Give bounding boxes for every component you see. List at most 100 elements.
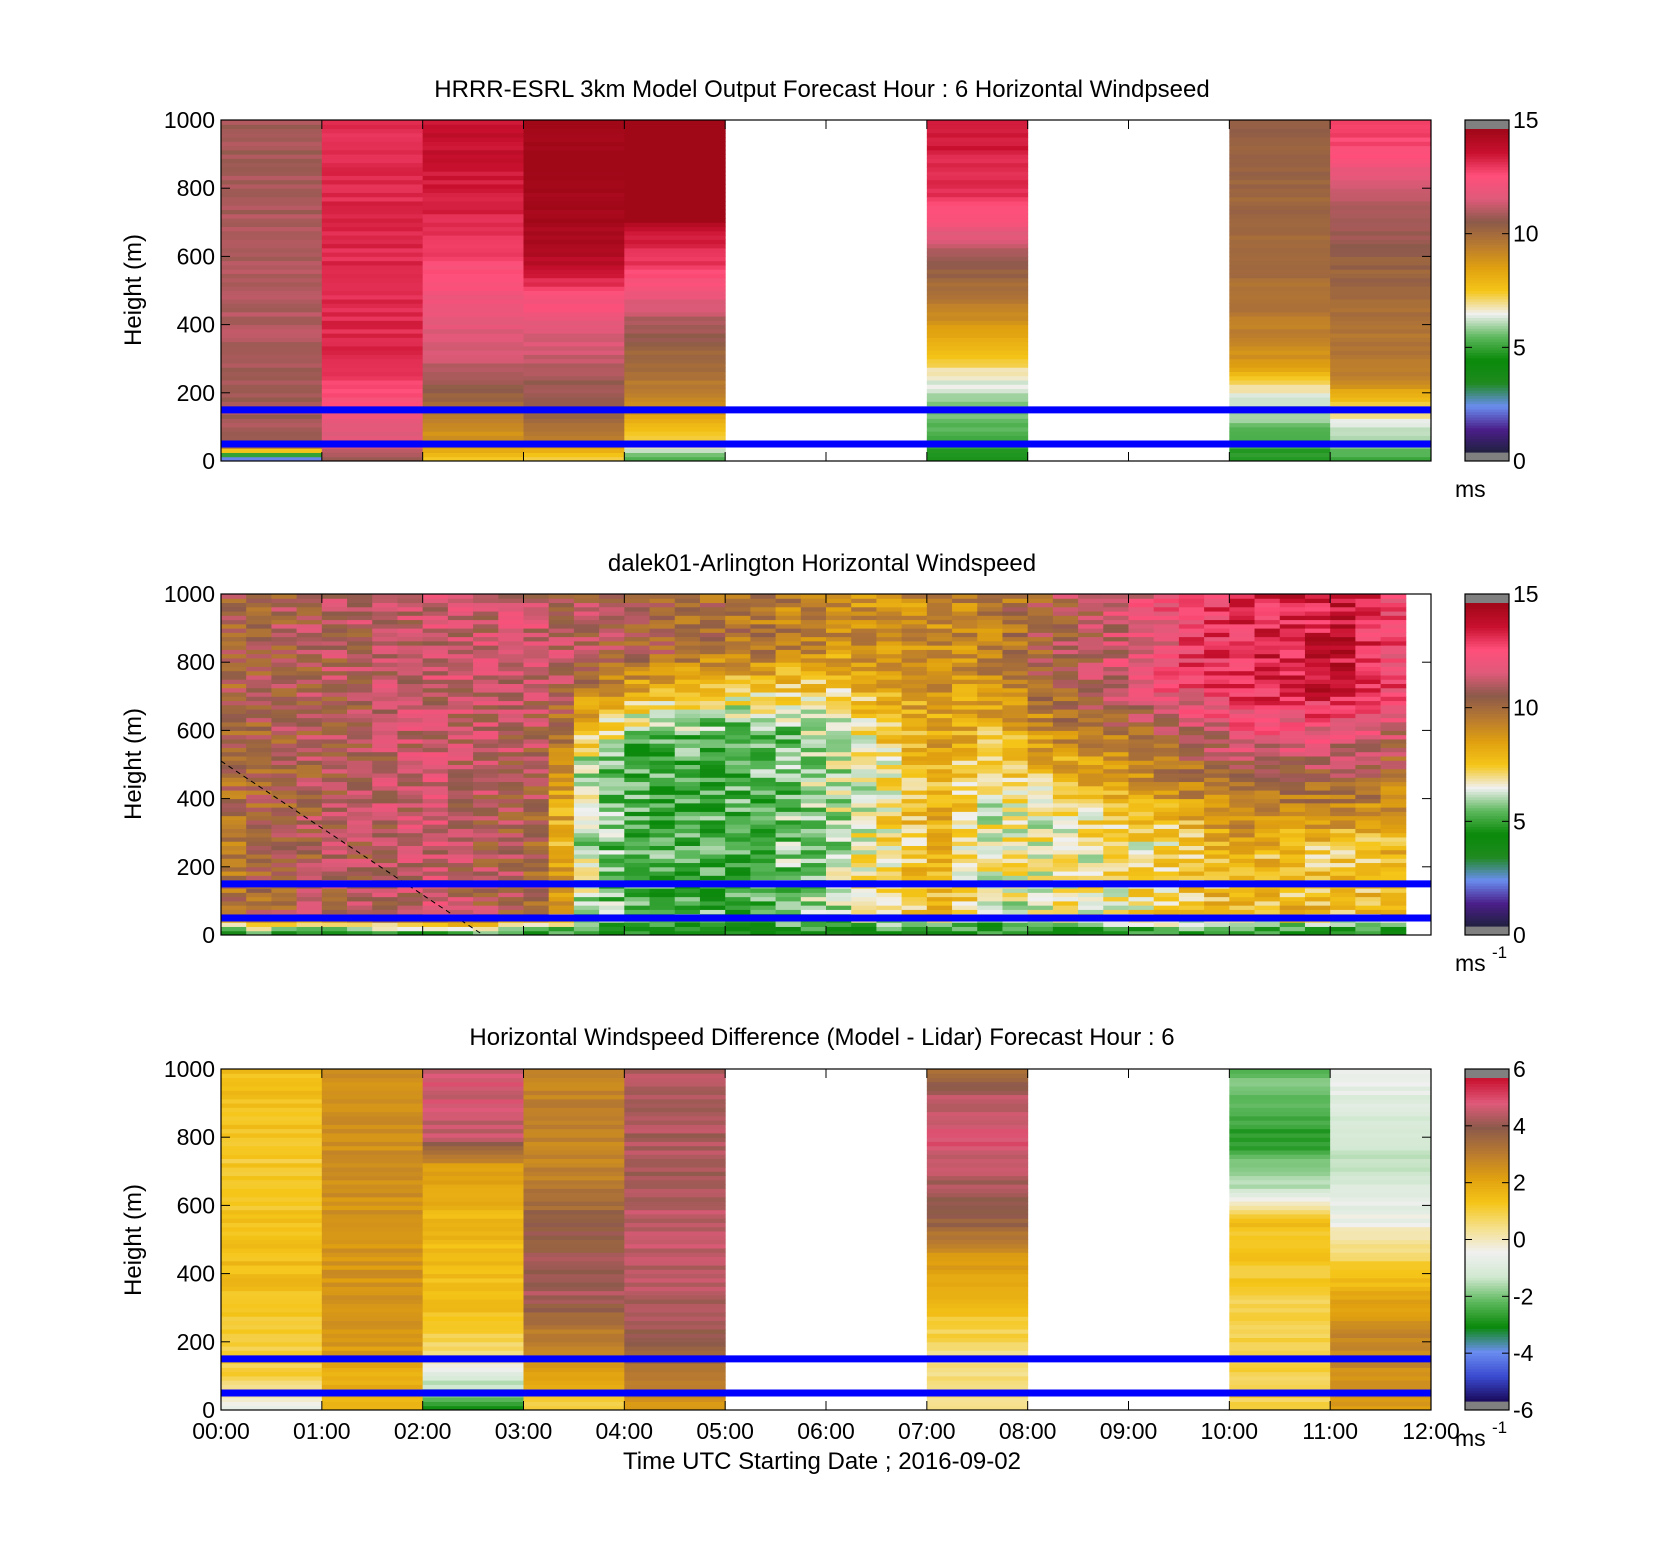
heatmap-cell [1330, 649, 1356, 655]
heatmap-cell [548, 922, 575, 927]
heatmap-cell [1330, 926, 1356, 932]
heatmap-cell [1078, 645, 1104, 650]
heatmap-cell [573, 900, 600, 906]
heatmap-cell [674, 764, 701, 770]
heatmap-cell [599, 854, 625, 859]
heatmap-cell [674, 768, 701, 774]
heatmap-cell [1330, 721, 1356, 727]
heatmap-cell [826, 785, 852, 791]
heatmap-cell [750, 687, 777, 693]
heatmap-cell [1178, 777, 1205, 783]
heatmap-cell [221, 328, 323, 334]
heatmap-cell [573, 760, 600, 765]
heatmap-cell [422, 426, 524, 432]
heatmap-cell [649, 854, 676, 859]
heatmap-cell [372, 930, 398, 936]
heatmap-cell [523, 896, 550, 902]
colorbar-swatch [1465, 691, 1509, 696]
heatmap-cell [1153, 900, 1180, 906]
heatmap-cell [422, 798, 449, 804]
heatmap-cell [498, 738, 524, 744]
heatmap-cell [347, 922, 373, 927]
heatmap-cell [347, 888, 373, 893]
heatmap-cell [800, 926, 827, 932]
heatmap-cell [1103, 623, 1129, 629]
heatmap-cell [977, 815, 1003, 821]
heatmap-cell [977, 683, 1003, 689]
heatmap-cell [1052, 785, 1079, 791]
heatmap-cell [1052, 922, 1079, 927]
colorbar-swatch [1465, 328, 1509, 332]
heatmap-cell [952, 858, 978, 864]
heatmap-cell [826, 900, 852, 906]
heatmap-cell [1380, 768, 1407, 774]
heatmap-cell [750, 849, 777, 855]
heatmap-cell [523, 124, 625, 130]
heatmap-cell [1304, 922, 1331, 927]
heatmap-cell [599, 862, 625, 868]
heatmap-cell [321, 1137, 424, 1142]
heatmap-cell [1355, 666, 1382, 672]
heatmap-cell [1153, 636, 1180, 642]
heatmap-cell [699, 836, 726, 842]
heatmap-cell [1279, 785, 1306, 791]
heatmap-cell [1128, 777, 1155, 783]
heatmap-cell [926, 354, 1029, 360]
heatmap-cell [649, 768, 676, 774]
heatmap-cell [221, 384, 323, 390]
heatmap-cell [422, 375, 524, 381]
heatmap-cell [1128, 594, 1155, 599]
heatmap-cell [296, 781, 323, 787]
heatmap-cell [372, 764, 398, 770]
heatmap-cell [1078, 640, 1104, 646]
heatmap-cell [725, 692, 751, 697]
heatmap-cell [1027, 832, 1054, 838]
heatmap-cell [952, 674, 978, 680]
heatmap-cell [926, 183, 1029, 189]
heatmap-cell [498, 598, 524, 604]
heatmap-cell [649, 836, 676, 842]
colorbar-swatch [1465, 395, 1509, 399]
heatmap-cell [422, 930, 449, 936]
heatmap-cell [523, 226, 625, 232]
heatmap-cell [422, 1341, 524, 1347]
y-tick-label: 600 [177, 717, 215, 743]
heatmap-cell [952, 713, 978, 719]
heatmap-cell [624, 345, 726, 351]
heatmap-cell [221, 636, 247, 642]
heatmap-cell [1078, 743, 1104, 748]
heatmap-cell [221, 1205, 323, 1211]
heatmap-cell [321, 1363, 424, 1368]
heatmap-cell [1254, 794, 1281, 800]
colorbar-swatch [1465, 605, 1509, 609]
heatmap-cell [1380, 674, 1407, 680]
heatmap-cell [372, 768, 398, 774]
heatmap-cell [1229, 615, 1256, 621]
heatmap-cell [221, 362, 323, 368]
heatmap-cell [296, 760, 323, 765]
heatmap-cell [447, 692, 474, 697]
heatmap-cell [977, 905, 1003, 910]
heatmap-cell [1178, 674, 1205, 680]
heatmap-cell [1229, 738, 1256, 744]
heatmap-cell [1304, 747, 1331, 753]
heatmap-cell [1002, 687, 1029, 693]
heatmap-cell [1330, 166, 1432, 172]
heatmap-cell [221, 1132, 323, 1138]
heatmap-cell [800, 653, 827, 659]
heatmap-cell [851, 841, 877, 846]
colorbar-swatch [1465, 842, 1509, 846]
heatmap-cell [1103, 785, 1129, 791]
heatmap-cell [826, 777, 852, 783]
heatmap-cell [1229, 328, 1331, 334]
heatmap-cell [397, 628, 424, 633]
heatmap-cell [901, 674, 928, 680]
heatmap-cell [422, 1307, 524, 1313]
heatmap-cell [1078, 888, 1104, 893]
heatmap-cell [221, 926, 247, 932]
heatmap-cell [321, 828, 348, 834]
heatmap-cell [523, 426, 625, 432]
heatmap-cell [851, 692, 877, 697]
heatmap-cell [523, 141, 625, 147]
heatmap-cell [1380, 888, 1407, 893]
